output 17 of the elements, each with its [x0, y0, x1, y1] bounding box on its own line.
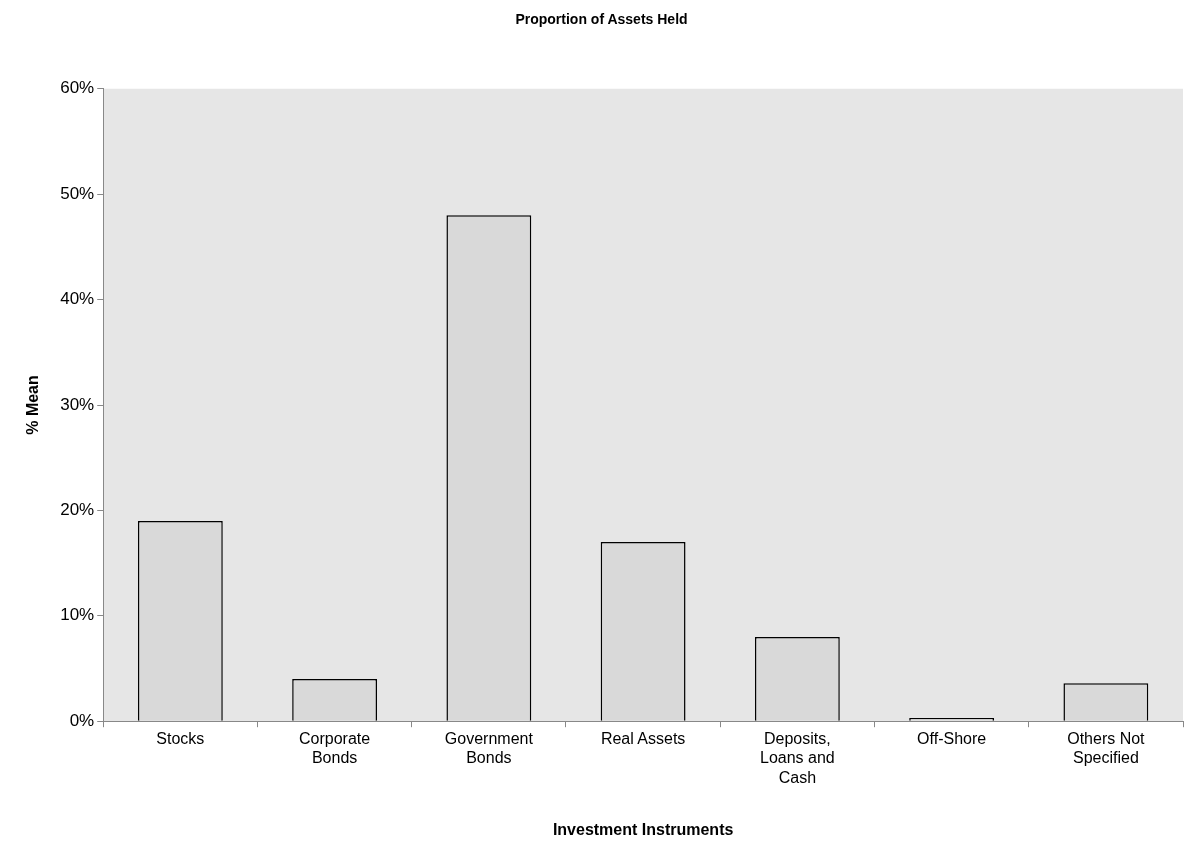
x-tick-label: Government Bonds	[444, 730, 534, 767]
x-tick-label: Others Not Specified	[1067, 730, 1146, 767]
x-tick-label: Stocks	[156, 730, 205, 748]
x-tick-label: Off-Shore	[917, 730, 987, 748]
chart-title: Proportion of Assets Held	[515, 11, 688, 28]
y-axis-title: % Mean	[24, 375, 42, 435]
y-tick-label: 40%	[60, 289, 95, 309]
x-axis-title: Investment Instruments	[552, 820, 734, 838]
y-tick-label: 30%	[60, 394, 95, 414]
x-tick-label: Corporate Bonds	[299, 730, 371, 767]
y-tick-label: 50%	[60, 183, 95, 203]
x-tick-label: Real Assets	[600, 730, 686, 748]
y-tick-label: 20%	[60, 500, 95, 520]
y-tick-label: 0%	[69, 710, 95, 730]
x-tick-label: Deposits, Loans and Cash	[760, 730, 835, 786]
y-tick-label: 60%	[60, 78, 95, 98]
y-tick-label: 10%	[60, 605, 95, 625]
